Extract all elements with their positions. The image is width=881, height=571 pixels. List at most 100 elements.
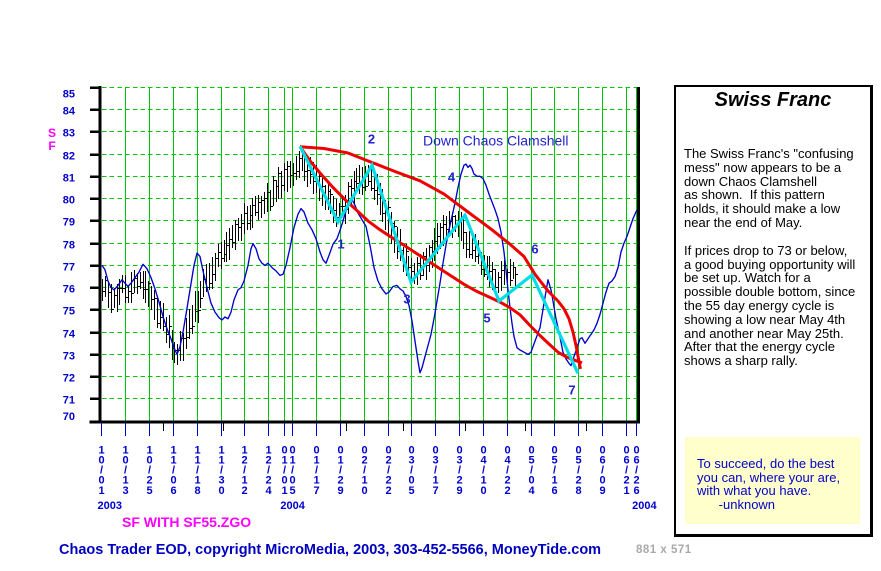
x-axis-label-char: 3 xyxy=(408,455,414,467)
panel-title: Swiss Franc xyxy=(714,89,832,111)
x-axis-label-char: 0 xyxy=(623,444,629,456)
image-size-label: 881 x 571 xyxy=(636,544,692,556)
x-axis-label-char: 0 xyxy=(551,444,557,456)
x-axis-label-char: 5 xyxy=(528,455,534,467)
x-axis-label-char: 0 xyxy=(361,485,367,497)
x-axis-label-char: 1 xyxy=(170,455,176,467)
x-axis-label-char: 5 xyxy=(289,485,295,497)
x-axis-label-char: / xyxy=(148,465,151,477)
panel-body: The Swiss Franc's "confusing mess" now a… xyxy=(684,147,866,368)
x-axis-label-char: / xyxy=(410,465,413,477)
year-label: 2004 xyxy=(632,500,657,512)
x-axis-label-char: 1 xyxy=(122,444,128,456)
x-axis-label-char: 2 xyxy=(504,475,510,487)
wave-number-label: 5 xyxy=(483,311,490,326)
x-axis-label-char: 0 xyxy=(633,444,639,456)
y-axis-label: 85 xyxy=(63,89,75,101)
x-axis-label-char: 2 xyxy=(241,455,247,467)
x-axis-label-char: 0 xyxy=(146,455,152,467)
x-axis-label-char: 0 xyxy=(432,444,438,456)
x-axis-label-char: 0 xyxy=(361,444,367,456)
copyright-line: Chaos Trader EOD, copyright MicroMedia, … xyxy=(59,542,602,558)
chart-footer-label: SF WITH SF55.ZGO xyxy=(122,514,251,530)
year-label: 2003 xyxy=(98,500,122,512)
panel-paragraph-2: If prices drop to 73 or below, a good bu… xyxy=(684,242,856,369)
x-axis-label-char: 1 xyxy=(218,444,224,456)
pattern-label: Down Chaos Clamshell xyxy=(423,133,569,149)
x-axis-label-char: 2 xyxy=(265,455,271,467)
y-axis-label: 76 xyxy=(63,283,75,295)
x-axis-label-char: 0 xyxy=(408,475,414,487)
x-axis-label-char: 2 xyxy=(575,475,581,487)
x-axis-label-char: 0 xyxy=(575,444,581,456)
quote-note: To succeed, do the best you can, where y… xyxy=(685,437,860,524)
x-axis-label-char: / xyxy=(458,465,461,477)
x-axis-label-char: 0 xyxy=(170,475,176,487)
x-axis-label-char: 7 xyxy=(313,485,319,497)
wave-number-label: 3 xyxy=(403,292,410,307)
x-axis-label-char: / xyxy=(267,465,270,477)
x-axis-label-char: 0 xyxy=(528,444,534,456)
x-axis-label-char: / xyxy=(196,465,199,477)
y-axis-label: 82 xyxy=(63,150,75,162)
x-axis-label-char: / xyxy=(434,465,437,477)
y-axis-label: 73 xyxy=(63,350,75,362)
x-axis-label-char: 5 xyxy=(146,485,152,497)
x-axis-label-char: 0 xyxy=(281,444,287,456)
x-axis-label-char: 8 xyxy=(575,485,581,497)
x-axis-label-char: 0 xyxy=(480,444,486,456)
x-axis-label-char: 1 xyxy=(289,455,295,467)
wave-number-label: 2 xyxy=(368,132,375,147)
x-axis-label-char: 2 xyxy=(633,475,639,487)
year-label: 2004 xyxy=(280,500,305,512)
x-axis-label-char: / xyxy=(530,465,533,477)
y-axis-label: 77 xyxy=(63,261,75,273)
x-axis-label-char: 0 xyxy=(313,444,319,456)
x-axis-label-char: / xyxy=(124,465,127,477)
x-axis-label-char: 0 xyxy=(480,485,486,497)
energy-cycle-line xyxy=(101,163,639,374)
y-axis-label: 74 xyxy=(63,328,76,340)
x-axis-label-char: 0 xyxy=(281,475,287,487)
x-axis-label-char: 6 xyxy=(633,455,639,467)
y-axis-label: 79 xyxy=(63,216,75,228)
x-axis-label-char: 0 xyxy=(408,444,414,456)
symbol-axis-label: F xyxy=(48,139,55,153)
x-axis-label-char: 1 xyxy=(281,485,287,497)
x-axis-label-char: 6 xyxy=(551,485,557,497)
x-axis-label-char: 2 xyxy=(504,485,510,497)
x-axis-label-char: 6 xyxy=(633,485,639,497)
x-axis-label-char: / xyxy=(339,465,342,477)
x-axis-label-char: 4 xyxy=(504,455,511,467)
price-chart-canvas[interactable]: 8584838281807978777675747372717010/0110/… xyxy=(0,0,671,540)
x-axis-label-char: 1 xyxy=(218,455,224,467)
x-axis-label-char: 0 xyxy=(98,455,104,467)
x-axis-label-char: 5 xyxy=(408,485,414,497)
x-axis-label-char: 3 xyxy=(122,485,128,497)
x-axis-label-char: 4 xyxy=(265,485,272,497)
x-axis-label-char: 1 xyxy=(281,455,287,467)
x-axis-label-char: 2 xyxy=(241,485,247,497)
x-axis-label-char: 0 xyxy=(599,444,605,456)
x-axis-label-char: 5 xyxy=(551,455,557,467)
x-axis-label-char: 9 xyxy=(456,485,462,497)
x-axis-label-char: 1 xyxy=(361,475,367,487)
x-axis-label-char: 0 xyxy=(504,444,510,456)
x-axis-label-char: 9 xyxy=(599,485,605,497)
x-axis-label-char: 1 xyxy=(337,455,343,467)
x-axis-label-char: 0 xyxy=(122,455,128,467)
x-axis-label-char: / xyxy=(482,465,485,477)
clamshell-lower-line xyxy=(298,145,583,365)
x-axis-label-char: / xyxy=(601,465,604,477)
x-axis-label-char: 1 xyxy=(551,475,557,487)
x-axis-label-char: 0 xyxy=(218,485,224,497)
x-axis-label-char: 1 xyxy=(241,444,247,456)
x-axis-label-char: / xyxy=(220,465,223,477)
quote-text: To succeed, do the best you can, where y… xyxy=(697,456,841,513)
y-axis-label: 78 xyxy=(63,239,75,251)
x-axis-label-char: 1 xyxy=(432,475,438,487)
wave-path-line xyxy=(298,145,580,374)
x-axis-label-char: / xyxy=(283,465,286,477)
wave-number-label: 7 xyxy=(568,383,575,398)
x-axis-label-char: 1 xyxy=(194,455,200,467)
